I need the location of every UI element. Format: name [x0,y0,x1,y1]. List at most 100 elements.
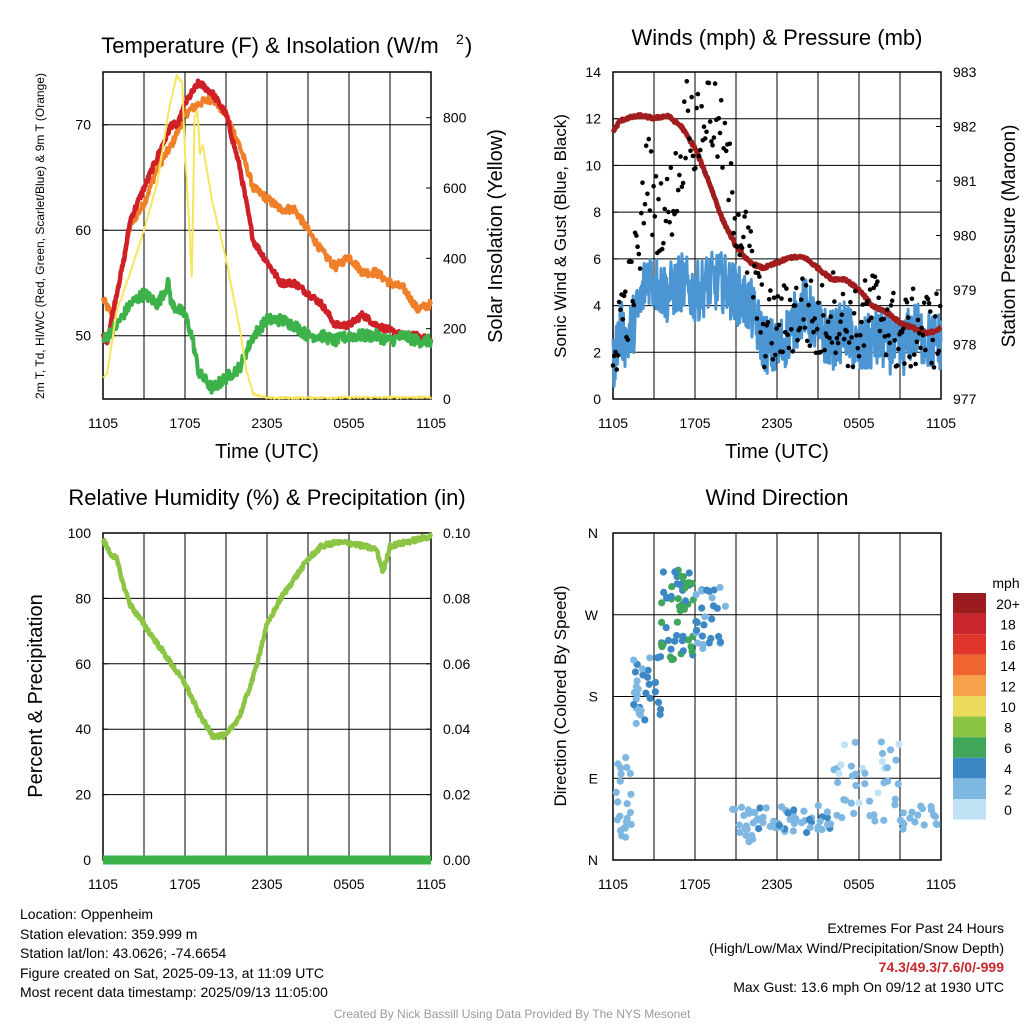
direction-point [642,689,650,697]
direction-point [805,815,814,824]
direction-point [847,799,855,807]
gust-point [798,297,804,303]
direction-point [684,636,693,644]
gust-point [812,316,817,321]
y-tick-label-left: 4 [593,298,601,314]
colorbar-swatch [953,593,986,614]
gust-point [742,214,747,219]
gust-point [909,296,915,302]
gust-point [630,299,635,304]
gust-point [784,286,789,291]
gust-point [762,364,767,370]
y-tick-label-left: 20 [75,787,91,803]
direction-point [671,568,679,576]
direction-point [651,678,660,687]
gust-point [882,334,888,339]
gust-point [717,130,723,136]
direction-point [671,637,679,645]
y-tick-label-right: 980 [953,228,977,244]
direction-point [759,813,767,821]
direction-point [641,716,649,724]
gust-point [712,81,718,86]
gust-point [862,278,868,283]
direction-point [816,817,824,825]
gust-point [822,347,827,353]
gust-point [834,335,840,341]
credit-text: Created By Nick Bassill Using Data Provi… [333,1007,691,1021]
y-tick-label-left: 14 [585,64,601,80]
direction-point [715,633,723,641]
direction-point [880,779,888,787]
x-tick-label: 1105 [416,415,446,431]
gust-point [915,317,921,323]
x-tick-label: 2305 [761,415,792,431]
series-2m-temp-line [100,78,434,346]
direction-point [790,806,798,814]
direction-point [614,798,622,806]
plot-frame [612,532,942,861]
y-tick-label-left: N [588,525,598,541]
gust-point [669,232,675,237]
gust-point [648,149,654,154]
direction-point [644,666,652,674]
gust-point [920,332,926,338]
gust-point [811,329,816,335]
direction-point [766,822,774,831]
gust-point [737,252,742,258]
gust-point [678,154,683,159]
direction-point [887,746,895,754]
gust-point [754,316,760,321]
y-tick-label-right: 0.00 [443,852,470,868]
direction-point [622,754,630,762]
gust-point [887,340,892,346]
gust-point [867,287,873,292]
series-dewpoint-line [101,276,433,395]
extremes-values: 74.3/49.3/7.6/0/-999 [878,959,1004,975]
gust-point [776,322,782,328]
gust-point [850,364,856,370]
direction-point [633,677,641,685]
gust-point [763,354,768,359]
gust-point [797,325,803,331]
direction-point [871,817,879,825]
x-tick-label: 1105 [926,415,956,431]
gust-point [933,314,938,319]
direction-point [705,587,713,595]
location-text: Location: Oppenheim [20,906,154,922]
y-tick-label-left: 8 [593,204,601,220]
gust-point [814,326,820,332]
x-tick-label: 1705 [679,415,710,431]
gust-point [661,240,666,246]
direction-point [920,821,928,829]
x-tick-label: 1705 [169,876,200,892]
y-tick-label-left: 50 [75,328,91,344]
gust-point [637,266,643,271]
direction-point [616,777,624,785]
direction-point [742,831,750,840]
y-tick-label-right: 0.02 [443,787,470,803]
direction-point [654,698,663,707]
direction-point [635,709,643,717]
direction-point [638,665,646,673]
gust-point [643,143,649,148]
gust-point [639,210,644,216]
direction-point [814,823,822,831]
gust-point [931,365,937,370]
direction-point [880,816,888,824]
gust-point [704,129,709,135]
y-tick-label-left: 2 [593,344,601,360]
gust-point [771,295,777,301]
gust-point [865,299,870,304]
x-tick-label: 1705 [679,876,710,892]
gust-point [758,330,763,335]
y-tick-label-left: 0 [83,852,91,868]
direction-point [927,802,935,811]
gust-point [855,345,861,351]
gust-point [937,303,943,309]
gust-point [775,294,781,299]
gust-point [732,216,738,221]
direction-point [701,613,709,621]
y-tick-label-right: 0.04 [443,721,470,737]
direction-point [877,738,886,746]
gust-point [883,352,889,358]
